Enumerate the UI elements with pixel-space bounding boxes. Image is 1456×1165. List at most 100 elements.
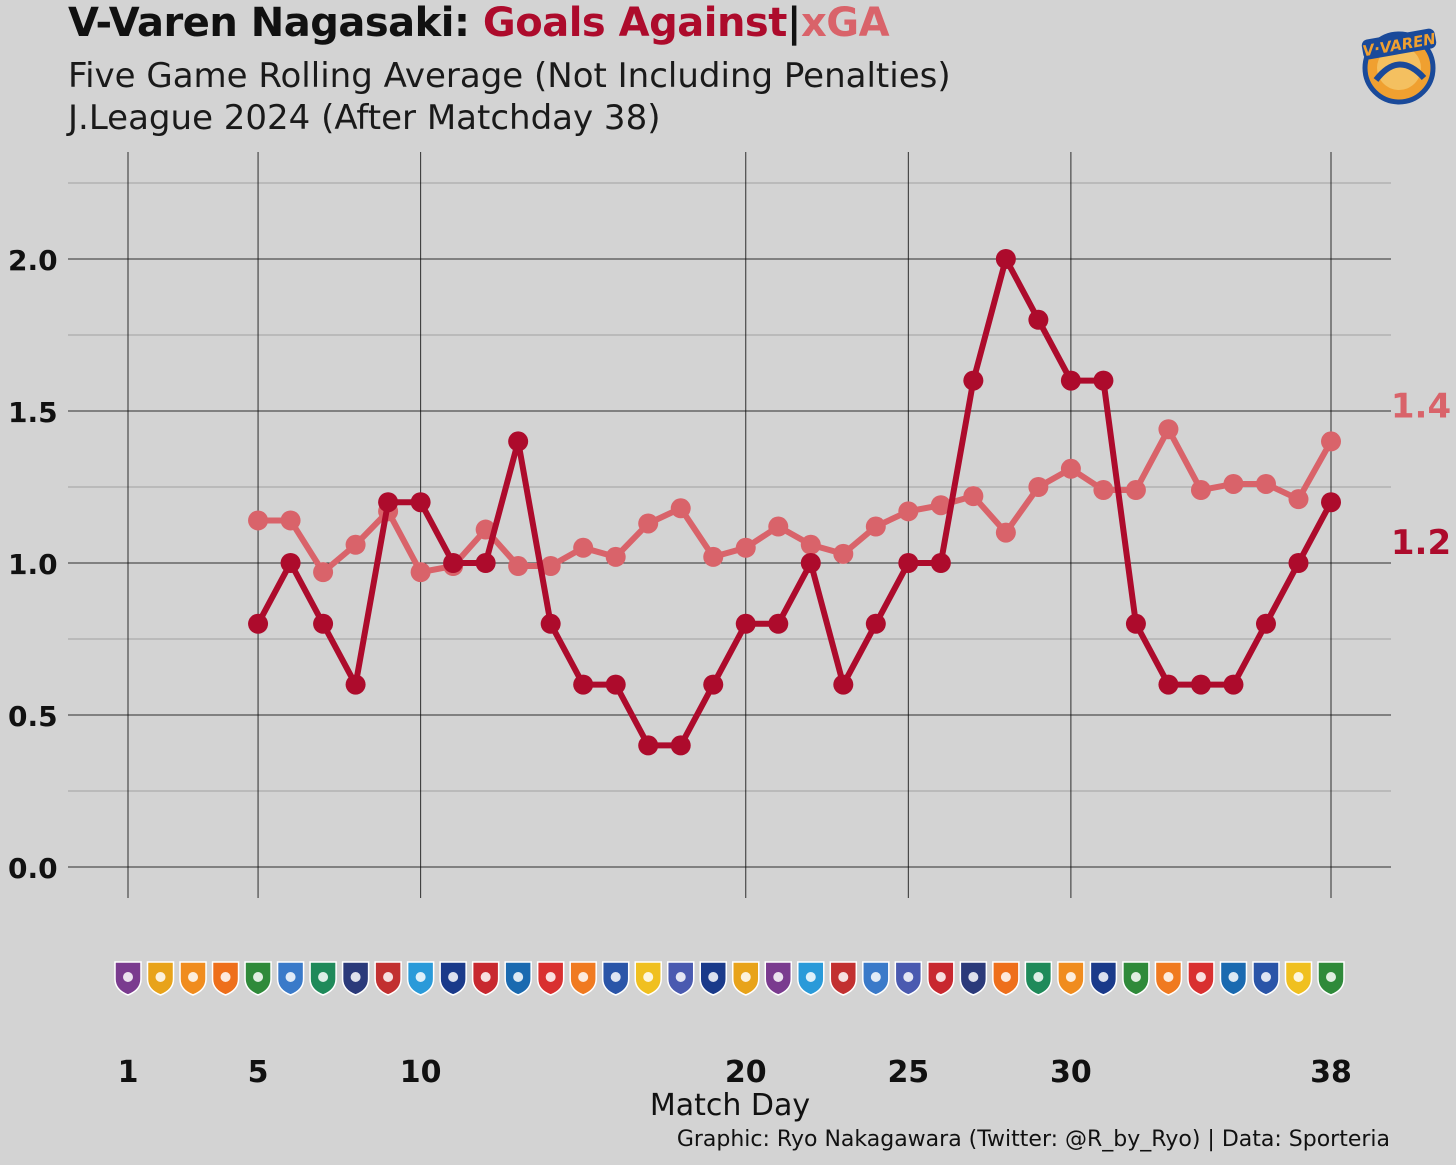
data-point-xga xyxy=(1093,480,1114,501)
yokohama-fc-crest-icon xyxy=(276,961,305,996)
data-point-goals_against xyxy=(1060,370,1081,391)
data-point-xga xyxy=(1288,489,1309,510)
data-point-xga xyxy=(573,537,594,558)
data-point-goals_against xyxy=(1223,674,1244,695)
y-tick-label: 2.0 xyxy=(8,244,58,277)
data-point-xga xyxy=(248,510,269,531)
data-point-xga xyxy=(800,534,821,555)
tokushima-vortis-crest-icon xyxy=(406,961,435,996)
fc-gifu-crest-icon xyxy=(1122,961,1150,996)
data-point-goals_against xyxy=(833,674,854,695)
thespa-gunma-crest-icon xyxy=(894,961,923,996)
caption: Graphic: Ryo Nakagawara (Twitter: @R_by_… xyxy=(676,1127,1390,1152)
fc-machida-crest-icon xyxy=(699,961,727,996)
renofa-yamaguchi-crest-icon xyxy=(992,961,1020,996)
jef-united-crest-icon xyxy=(634,961,662,996)
data-point-goals_against xyxy=(248,613,269,634)
data-point-xga xyxy=(508,556,529,577)
data-point-goals_against xyxy=(508,431,529,452)
data-point-goals_against xyxy=(768,613,789,634)
data-point-goals_against xyxy=(410,492,431,513)
x-tick-label: 1 xyxy=(118,1055,139,1090)
data-point-xga xyxy=(1028,477,1049,497)
yokohama-fc-crest-icon xyxy=(862,961,890,996)
iwaki-fc-crest-icon xyxy=(1187,961,1215,996)
kataller-toyama-crest-icon xyxy=(471,961,500,996)
blaublitz-akita-crest-icon xyxy=(1219,961,1248,996)
y-tick-label: 1.5 xyxy=(8,396,58,429)
ehime-fc-crest-icon xyxy=(569,961,597,996)
data-point-goals_against xyxy=(1125,613,1146,634)
mito-hollyhock-crest-icon xyxy=(1252,961,1280,996)
data-point-goals_against xyxy=(995,249,1016,269)
data-point-xga xyxy=(833,543,854,564)
data-point-goals_against xyxy=(280,553,301,573)
data-point-xga xyxy=(345,534,366,555)
data-point-xga xyxy=(1125,480,1146,501)
data-point-goals_against xyxy=(1190,674,1211,695)
data-point-xga xyxy=(995,522,1016,543)
series-line-xga xyxy=(255,426,1334,576)
data-point-goals_against xyxy=(378,492,399,513)
y-tick-label: 0.5 xyxy=(8,700,58,733)
data-point-xga xyxy=(280,510,301,531)
x-tick-label: 25 xyxy=(887,1055,929,1090)
data-point-xga xyxy=(1255,473,1276,494)
x-tick-label: 38 xyxy=(1310,1055,1352,1090)
y-axis: 0.0 0.5 1.0 1.5 2.0 xyxy=(8,244,58,885)
fujieda-myfc-crest-icon xyxy=(764,961,793,996)
data-point-goals_against xyxy=(605,674,626,695)
data-point-goals_against xyxy=(475,553,496,573)
data-point-xga xyxy=(898,501,919,522)
subtitle-rolling-average: Five Game Rolling Average (Not Including… xyxy=(68,56,951,96)
montedio-yamagata-crest-icon xyxy=(959,961,988,996)
data-point-xga xyxy=(313,562,334,583)
x-tick-label: 20 xyxy=(725,1055,767,1090)
data-point-goals_against xyxy=(1255,613,1276,634)
y-tick-label: 1.0 xyxy=(8,548,58,581)
fujieda-myfc-crest-icon xyxy=(114,961,142,996)
data-point-goals_against xyxy=(898,553,919,573)
data-point-goals_against xyxy=(1288,553,1309,573)
data-point-xga xyxy=(410,562,431,583)
ehime-fc-crest-icon xyxy=(1154,961,1183,996)
data-point-goals_against xyxy=(703,674,724,695)
tokushima-vortis-crest-icon xyxy=(797,961,825,996)
data-point-goals_against xyxy=(930,553,951,573)
subtitle-league-season: J.League 2024 (After Matchday 38) xyxy=(68,98,661,138)
montedio-yamagata-crest-icon xyxy=(341,961,370,996)
data-point-goals_against xyxy=(963,370,984,391)
fc-machida-crest-icon xyxy=(439,961,467,996)
end-labels: 1.2 1.4 xyxy=(1391,386,1451,563)
chart-title: V-Varen Nagasaki: Goals Against|xGA xyxy=(68,0,890,46)
y-tick-label: 0.0 xyxy=(8,852,58,885)
title-xga: xGA xyxy=(800,0,890,46)
data-point-goals_against xyxy=(735,613,756,634)
data-point-goals_against xyxy=(865,613,886,634)
data-point-xga xyxy=(865,516,886,537)
opponent-icons xyxy=(114,961,1345,996)
data-point-xga xyxy=(1223,473,1244,494)
x-tick-label: 10 xyxy=(400,1055,442,1090)
end-label-goals_against: 1.2 xyxy=(1391,523,1451,563)
jef-united-crest-icon xyxy=(1284,961,1313,996)
series-line-goals_against xyxy=(255,256,1334,749)
data-point-xga xyxy=(540,556,561,577)
vegalta-sendai-crest-icon xyxy=(732,961,760,996)
v-varen-nagasaki-crest-icon: V·VAREN xyxy=(1361,28,1438,105)
shimizu-s-pulse-crest-icon xyxy=(179,961,207,996)
data-point-xga xyxy=(1190,480,1211,501)
data-point-xga xyxy=(670,498,691,519)
data-point-xga xyxy=(963,486,984,507)
vegalta-sendai-crest-icon xyxy=(146,961,175,996)
data-point-xga xyxy=(1060,458,1081,479)
title-separator: | xyxy=(786,0,802,46)
x-tick-label: 5 xyxy=(248,1055,269,1090)
data-point-goals_against xyxy=(443,553,464,573)
data-point-xga xyxy=(1158,419,1179,440)
series-lines xyxy=(248,249,1341,756)
iwaki-fc-crest-icon xyxy=(536,961,565,996)
data-point-goals_against xyxy=(573,674,594,695)
blaublitz-akita-crest-icon xyxy=(504,961,532,996)
